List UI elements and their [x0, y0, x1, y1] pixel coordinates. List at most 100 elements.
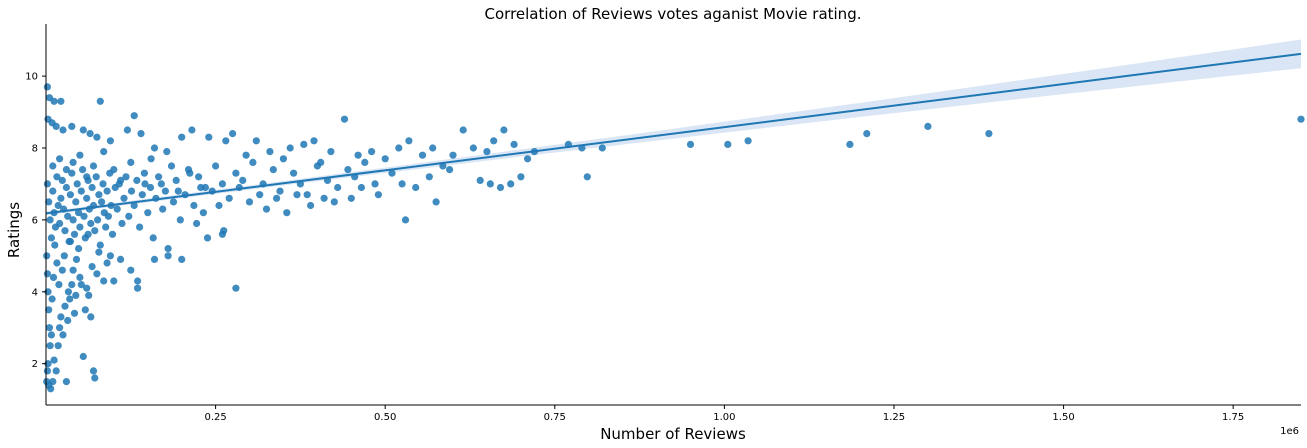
data-point	[77, 187, 85, 195]
data-point	[115, 180, 123, 188]
data-point	[75, 209, 83, 217]
y-tick-label: 2	[32, 359, 38, 370]
data-point	[159, 205, 167, 213]
data-point	[45, 198, 53, 206]
data-point	[49, 162, 57, 170]
data-point	[86, 130, 94, 138]
data-point	[118, 219, 126, 228]
data-point	[276, 187, 284, 195]
data-point	[193, 219, 201, 228]
data-point	[58, 176, 66, 184]
data-point	[164, 245, 172, 253]
data-point	[483, 148, 491, 156]
data-point	[256, 191, 264, 199]
data-point	[330, 198, 338, 206]
data-point	[100, 277, 108, 285]
data-point	[388, 169, 396, 177]
data-point	[103, 259, 111, 267]
data-point	[57, 97, 65, 105]
data-point	[51, 241, 59, 249]
data-point	[93, 270, 101, 278]
data-point	[176, 216, 184, 224]
data-point	[163, 148, 171, 156]
data-point	[106, 137, 114, 145]
data-point	[141, 180, 149, 188]
data-point	[106, 252, 114, 260]
data-point	[123, 126, 131, 134]
data-point	[56, 219, 64, 228]
data-point	[77, 281, 85, 289]
data-point	[61, 227, 69, 235]
chart-title: Correlation of Reviews votes aganist Mov…	[485, 5, 862, 23]
data-point	[174, 187, 182, 195]
data-point	[47, 385, 55, 393]
data-point	[212, 162, 220, 170]
data-point	[43, 367, 52, 375]
data-point	[98, 198, 106, 206]
data-point	[72, 291, 80, 299]
data-point	[79, 166, 87, 174]
data-point	[61, 302, 69, 310]
data-point	[313, 162, 321, 170]
data-point	[125, 212, 133, 220]
data-point	[69, 266, 77, 274]
data-point	[368, 148, 376, 156]
data-point	[130, 201, 138, 210]
x-tick-label: 1.50	[1052, 412, 1074, 423]
data-point	[68, 122, 76, 130]
data-point	[88, 183, 96, 192]
y-tick-label: 8	[32, 144, 38, 155]
data-point	[120, 194, 128, 202]
data-point	[79, 126, 87, 134]
data-point	[57, 194, 65, 202]
data-point	[161, 187, 169, 195]
data-point	[66, 295, 74, 303]
data-point	[744, 137, 752, 145]
y-tick-label: 6	[32, 215, 38, 226]
data-point	[113, 205, 121, 213]
data-point	[127, 158, 135, 166]
data-point	[279, 155, 287, 163]
data-point	[340, 115, 349, 123]
data-point	[186, 169, 194, 177]
confidence-band-layer	[46, 39, 1301, 216]
data-point	[476, 176, 484, 184]
data-point	[99, 180, 107, 188]
data-point	[56, 155, 64, 163]
data-point	[96, 241, 104, 249]
data-point	[496, 183, 505, 192]
data-point	[49, 187, 57, 195]
data-point	[76, 223, 84, 231]
data-point	[598, 144, 606, 152]
data-point	[103, 187, 111, 195]
data-point	[985, 130, 993, 138]
data-point	[357, 183, 365, 192]
data-point	[94, 216, 102, 224]
data-point	[218, 230, 226, 238]
data-point	[252, 137, 260, 145]
data-point	[136, 223, 144, 231]
data-point	[150, 144, 159, 152]
data-point	[59, 126, 67, 134]
data-point	[147, 155, 155, 163]
data-point	[83, 194, 91, 202]
data-point	[108, 230, 117, 238]
data-point	[102, 223, 110, 231]
data-point	[47, 234, 56, 242]
data-point	[104, 212, 112, 220]
data-point	[106, 169, 114, 177]
data-point	[46, 216, 54, 224]
data-point	[127, 266, 135, 274]
data-point	[69, 216, 77, 224]
data-point	[500, 126, 508, 134]
data-point	[53, 173, 61, 181]
data-point	[64, 212, 72, 220]
data-point	[50, 356, 58, 364]
data-point	[87, 219, 95, 228]
data-point	[66, 191, 74, 199]
data-point	[93, 133, 101, 141]
data-point	[432, 198, 440, 206]
data-point	[73, 180, 81, 188]
data-point	[242, 151, 250, 159]
data-point	[122, 173, 130, 181]
